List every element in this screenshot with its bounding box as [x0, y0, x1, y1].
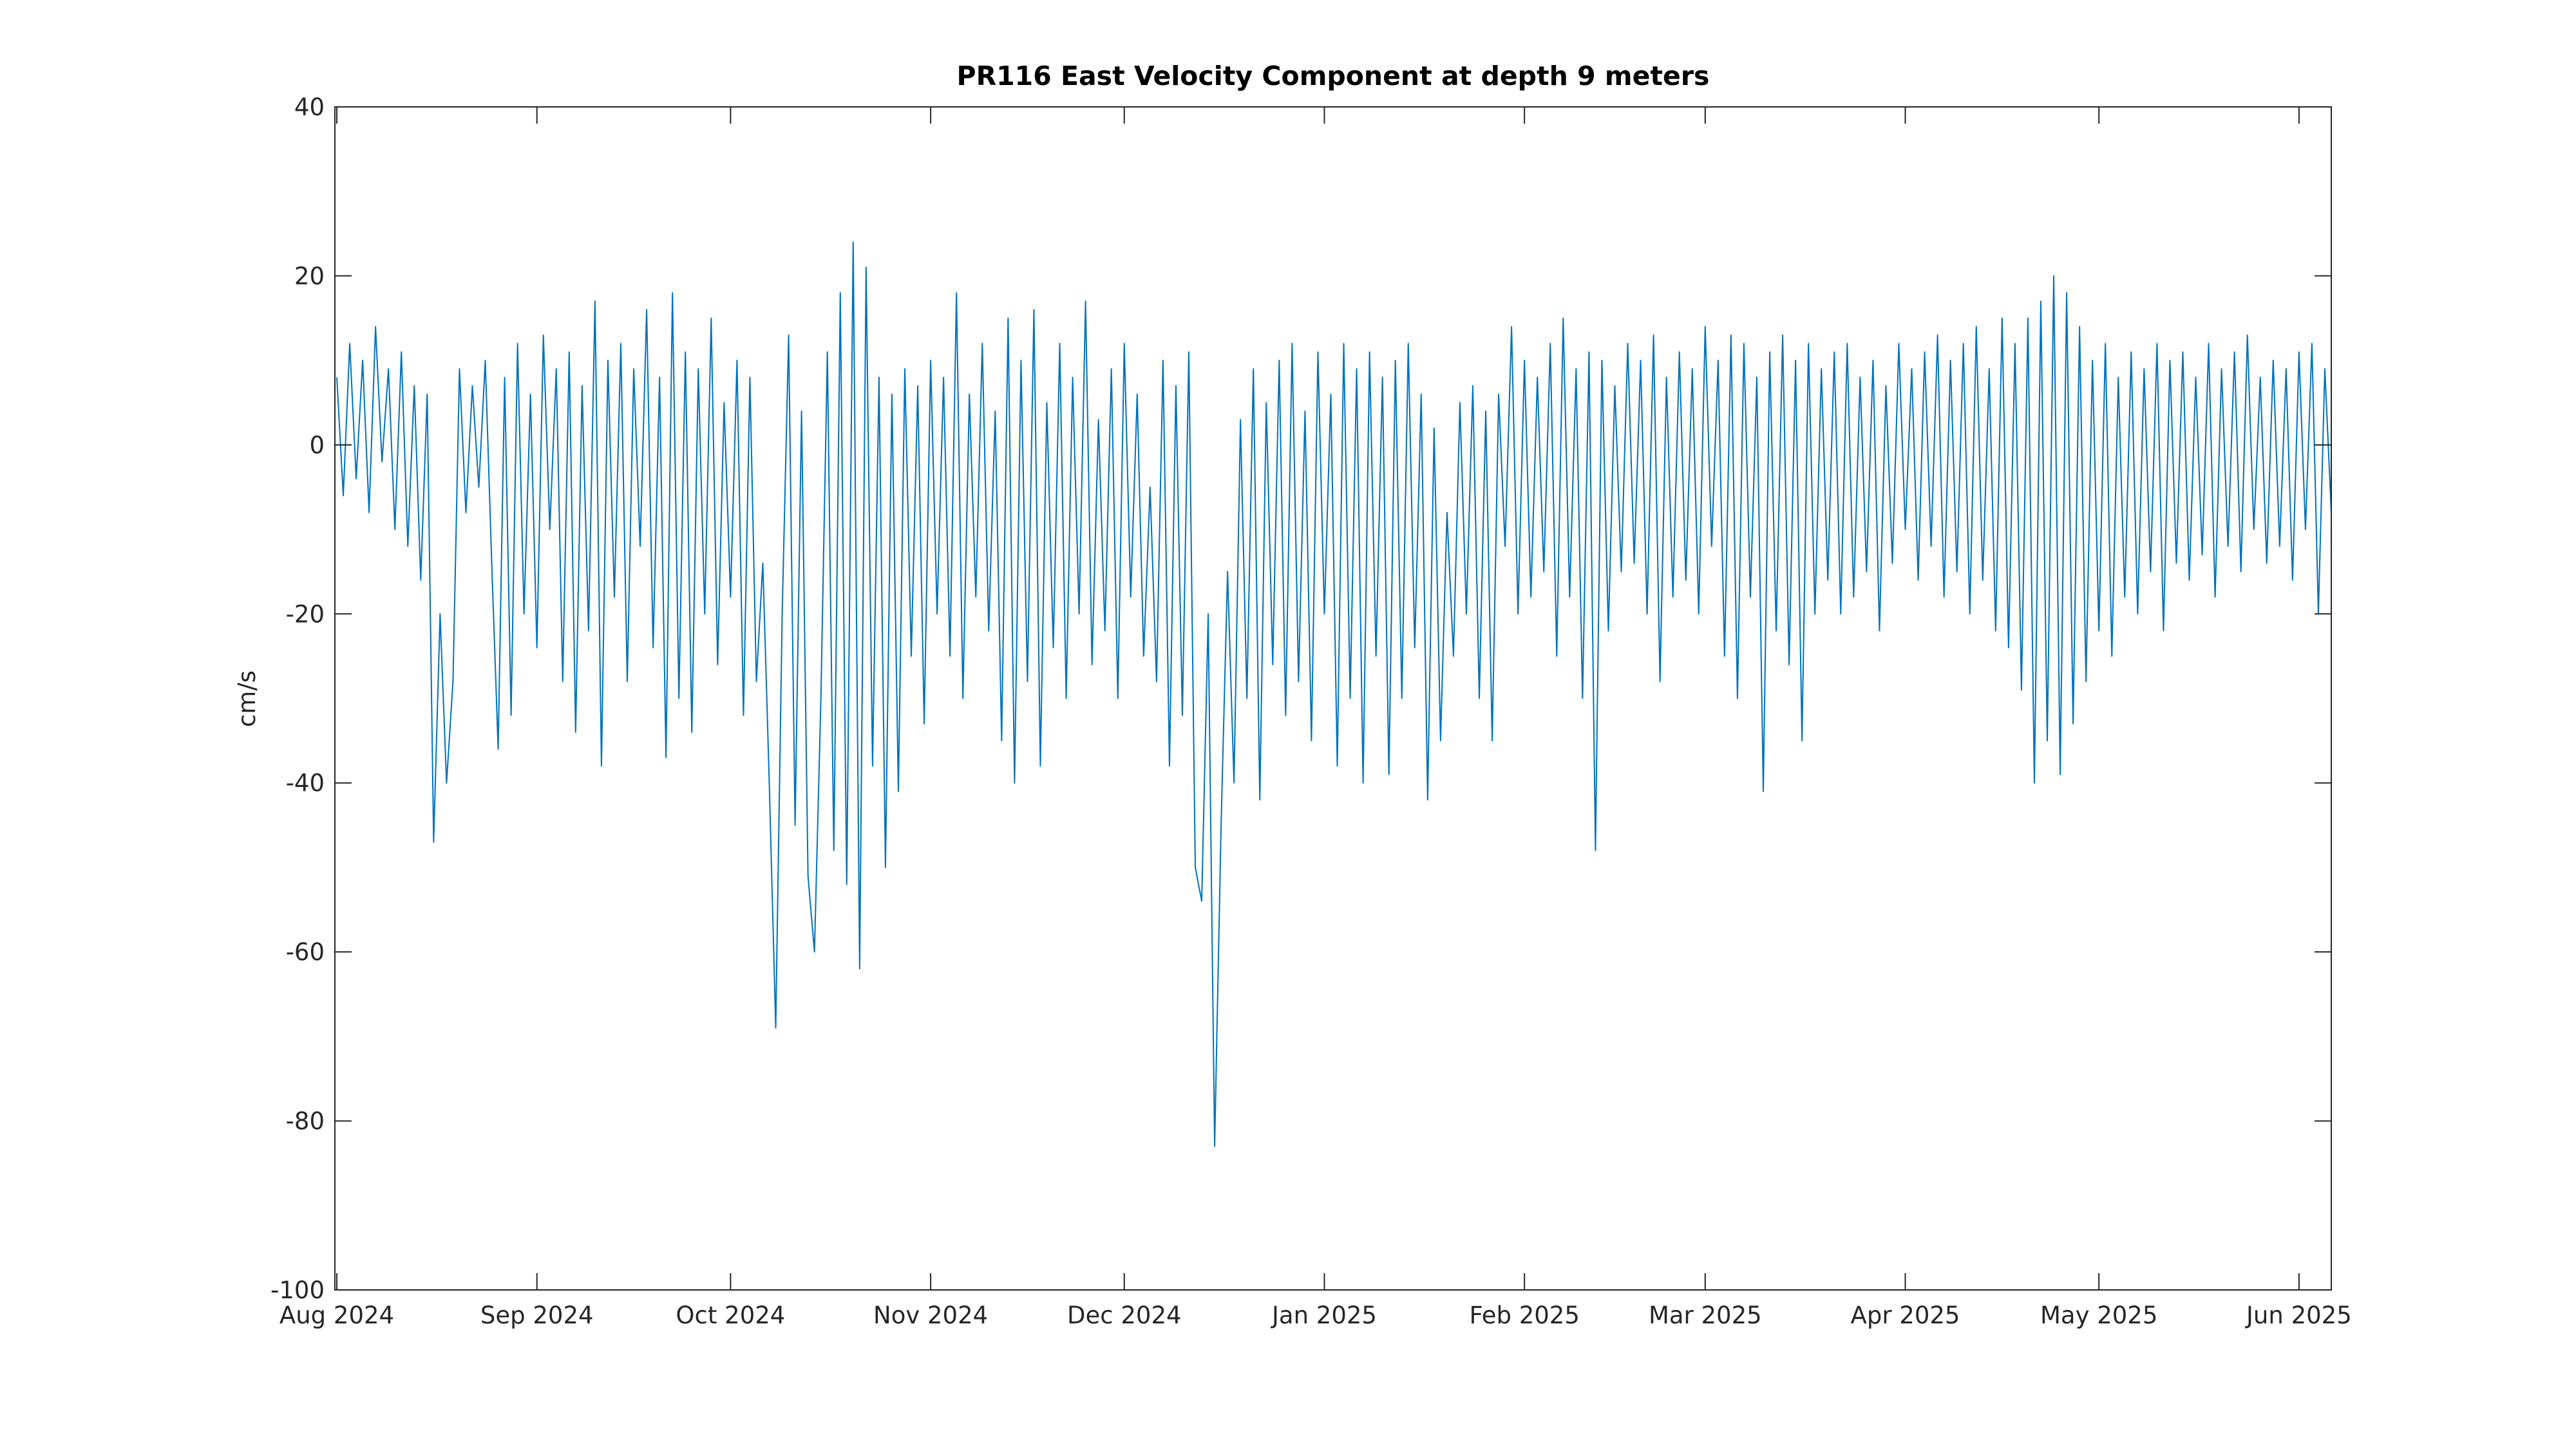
y-tick-label: -100 — [270, 1276, 325, 1304]
plot-frame — [334, 106, 2332, 1291]
y-tick-label: 40 — [294, 93, 325, 121]
x-tick-label: Dec 2024 — [1067, 1302, 1182, 1329]
x-tick-label: Jan 2025 — [1271, 1302, 1377, 1329]
y-axis-label: cm/s — [233, 670, 261, 727]
x-tick-label: May 2025 — [2040, 1302, 2157, 1329]
x-tick-label: Aug 2024 — [279, 1302, 394, 1329]
chart-title: PR116 East Velocity Component at depth 9… — [957, 61, 1710, 91]
x-tick-label: Jun 2025 — [2245, 1302, 2352, 1329]
x-tick-label: Sep 2024 — [480, 1302, 594, 1329]
y-tick-label: -20 — [286, 600, 325, 628]
data-line — [336, 241, 2332, 1147]
y-tick-label: -60 — [286, 938, 325, 966]
x-tick-label: Feb 2025 — [1469, 1302, 1579, 1329]
x-tick-label: Mar 2025 — [1649, 1302, 1762, 1329]
y-tick-label: -40 — [286, 770, 325, 797]
x-tick-label: Nov 2024 — [873, 1302, 988, 1329]
x-tick-label: Oct 2024 — [676, 1302, 785, 1329]
y-tick-label: -80 — [286, 1108, 325, 1135]
y-tick-label: 0 — [309, 431, 325, 459]
x-tick-label: Apr 2025 — [1851, 1302, 1960, 1329]
y-tick-label: 20 — [294, 262, 325, 290]
